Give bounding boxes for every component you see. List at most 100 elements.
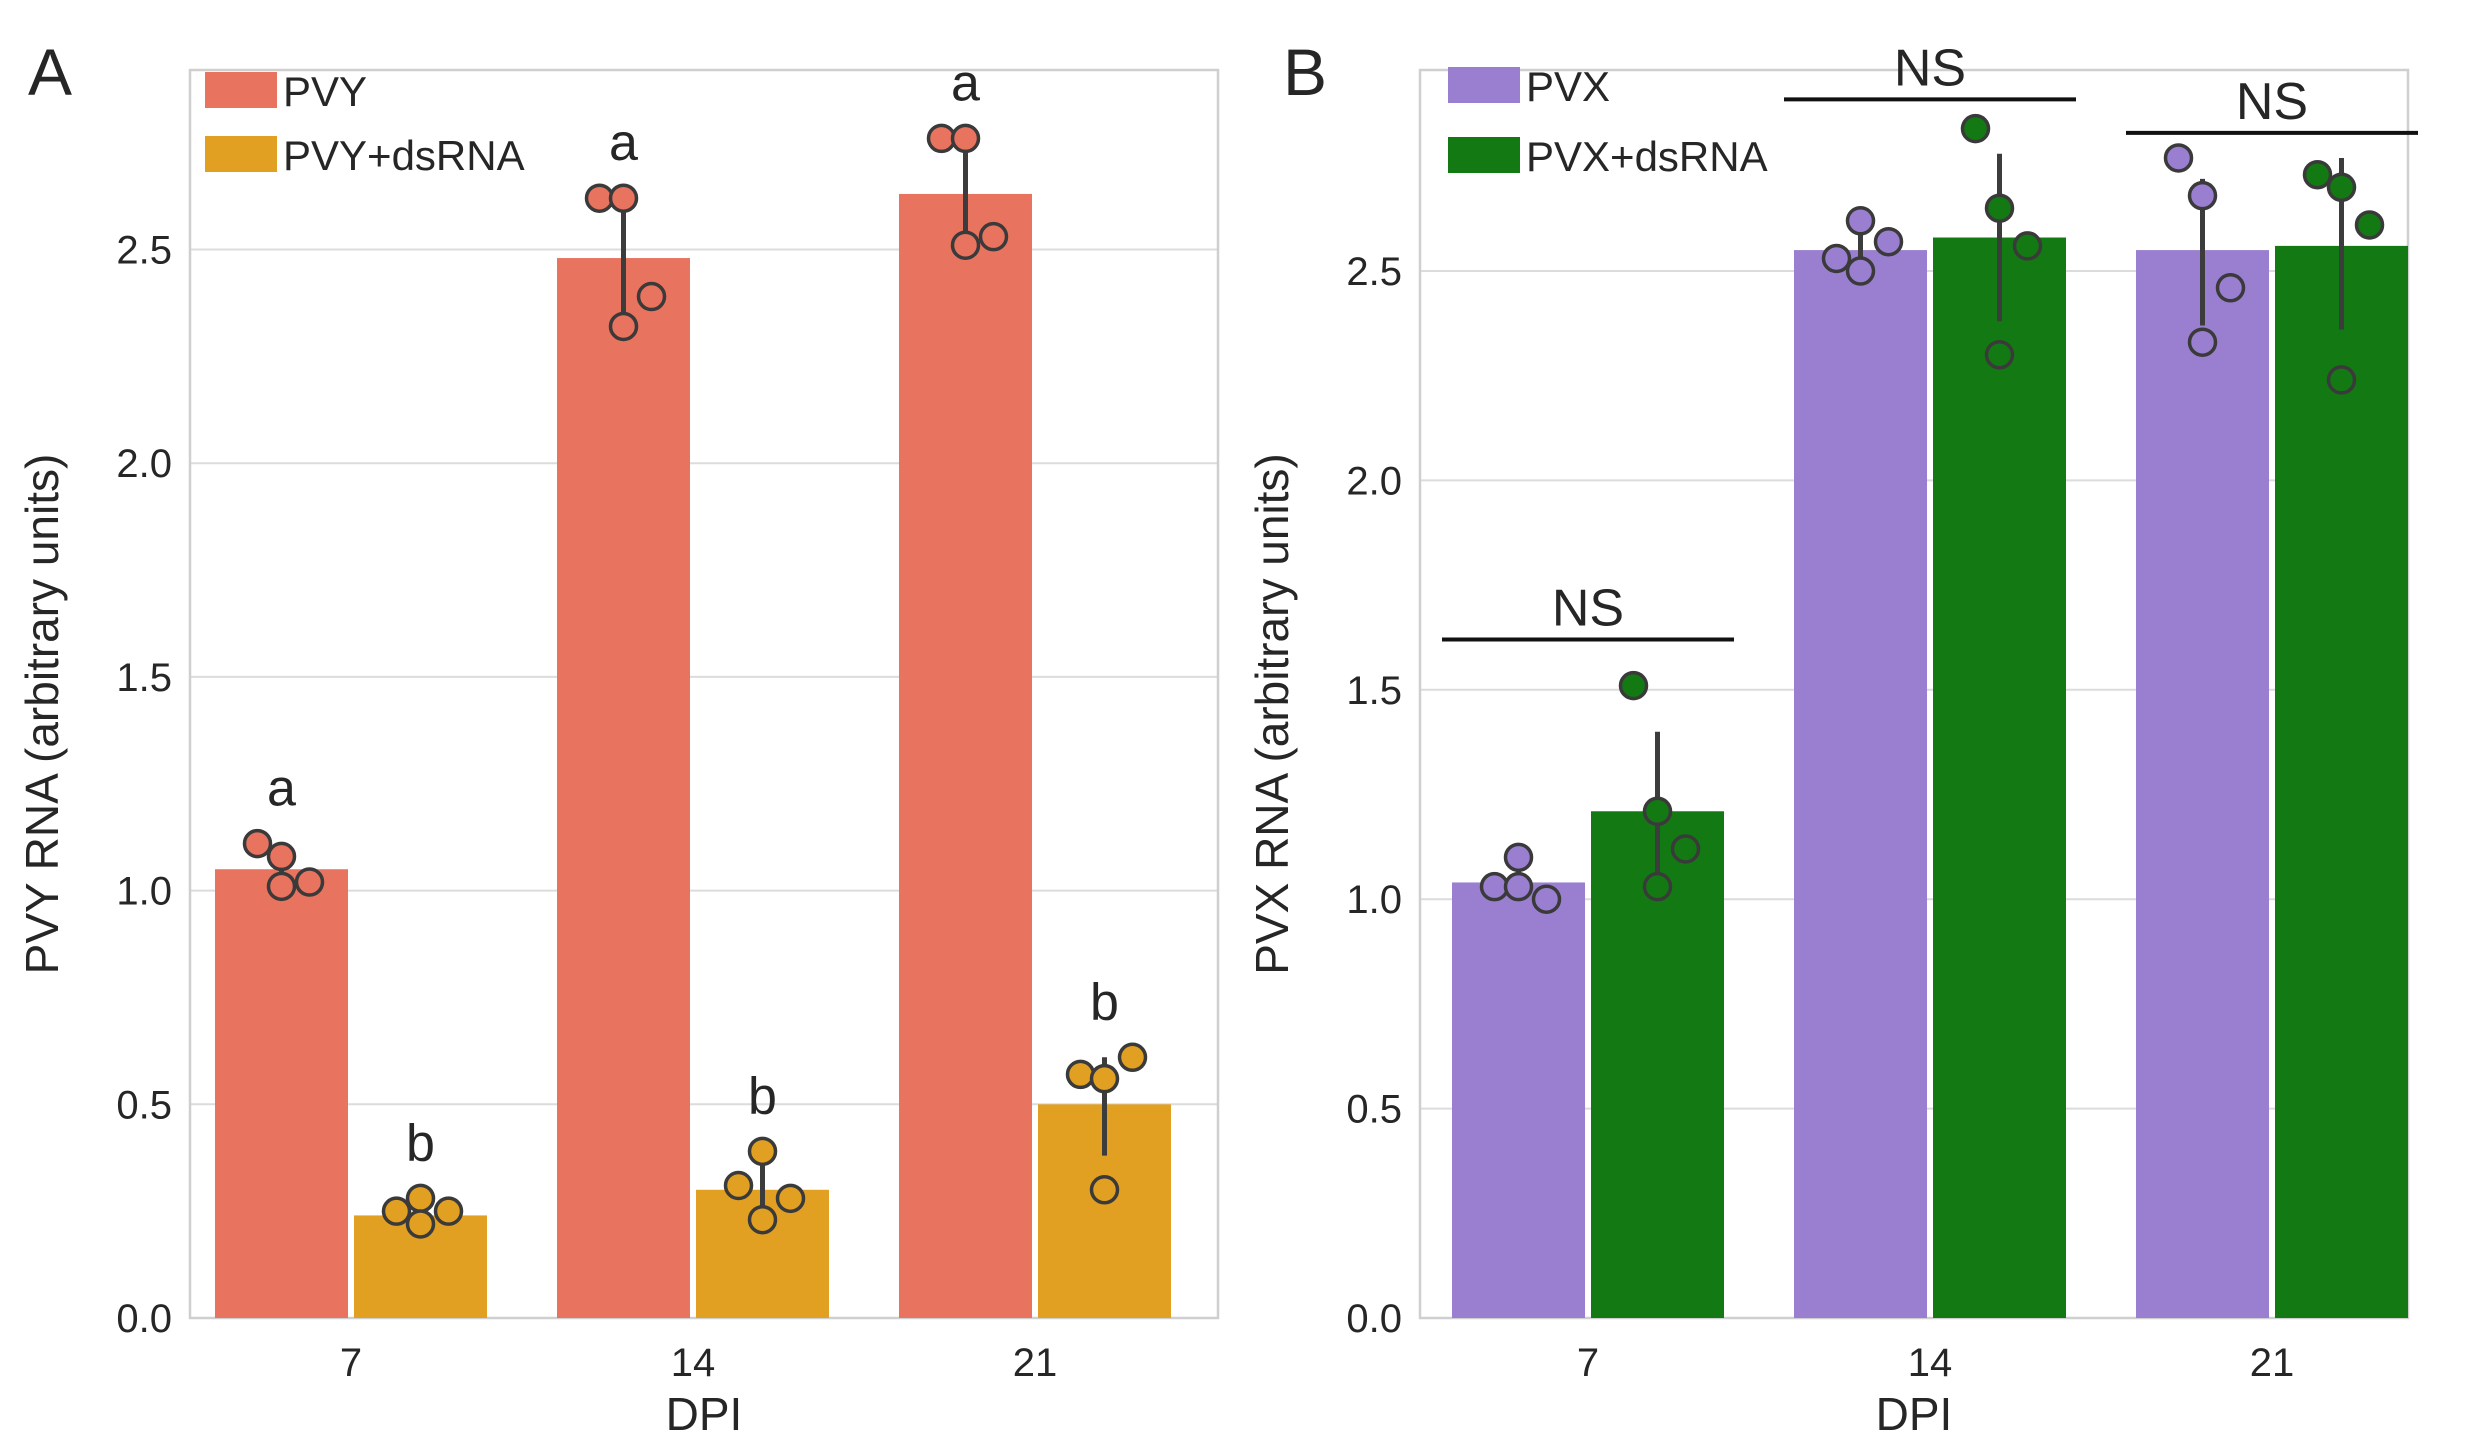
b-ns-label: NS [1552, 580, 1624, 638]
b-panel-letter: B [1283, 35, 1327, 109]
a-data-point [266, 871, 297, 902]
a-data-point [266, 841, 297, 872]
a-bar [557, 258, 690, 1318]
b-data-point [1642, 796, 1673, 827]
a-data-point [608, 311, 639, 342]
a-data-point [1089, 1175, 1120, 1205]
b-data-point [2326, 365, 2357, 395]
b-ytick-label: 2.5 [1346, 250, 1402, 294]
b-xtick-label: 7 [1577, 1341, 1599, 1385]
b-y-axis-title: PVX RNA (arbitrary units) [1246, 453, 1298, 974]
a-data-point [747, 1204, 778, 1235]
a-legend-swatch [205, 136, 277, 172]
b-data-point [1960, 113, 1991, 144]
b-bar [1933, 237, 2066, 1318]
b-legend-label: PVX+dsRNA [1526, 133, 1768, 180]
a-data-point [294, 867, 325, 897]
a-data-point [433, 1196, 464, 1226]
b-x-axis-title: DPI [1876, 1388, 1953, 1440]
b-xtick-label: 14 [1908, 1341, 1953, 1385]
b-ytick-label: 2.0 [1346, 459, 1402, 503]
b-data-point [2354, 210, 2385, 240]
b-ytick-label: 1.5 [1346, 669, 1402, 713]
a-data-point [381, 1196, 412, 1226]
a-xtick-label: 14 [671, 1341, 716, 1385]
a-data-point [405, 1183, 436, 1214]
b-data-point [1503, 842, 1534, 873]
a-data-point [405, 1209, 436, 1239]
b-data-point [1531, 884, 1562, 914]
b-legend-swatch [1448, 67, 1520, 103]
a-data-point [978, 221, 1009, 252]
a-x-axis-title: DPI [666, 1388, 743, 1440]
a-legend-swatch [205, 72, 277, 108]
a-data-point [636, 281, 667, 312]
a-ytick-label: 2.5 [116, 229, 172, 273]
b-ytick-label: 0.5 [1346, 1088, 1402, 1132]
b-data-point [1821, 243, 1852, 274]
b-data-point [1618, 670, 1649, 701]
a-significance-letter: b [1090, 973, 1119, 1031]
b-data-point [1642, 871, 1673, 902]
b-ytick-label: 0.0 [1346, 1297, 1402, 1341]
b-data-point [1984, 340, 2015, 370]
a-data-point [723, 1170, 754, 1201]
a-data-point [584, 183, 615, 213]
a-xtick-label: 21 [1013, 1341, 1058, 1385]
panel-b-chart: 0.0 0.5 1.0 1.5 2.0 2.5 7 14 21 NS NS NS DPI PVX RNA … [1246, 35, 2418, 1440]
b-data-point [2187, 327, 2218, 357]
a-data-point [950, 230, 981, 260]
b-data-point [1873, 226, 1904, 257]
b-data-point [2326, 172, 2357, 203]
a-y-axis-title: PVY RNA (arbitrary units) [16, 454, 68, 975]
b-bar [2275, 245, 2408, 1319]
a-ytick-label: 2.0 [116, 442, 172, 486]
a-data-point [1117, 1042, 1148, 1073]
b-data-point [1845, 256, 1876, 286]
b-bar [1794, 250, 1927, 1318]
a-significance-letter: a [609, 114, 638, 172]
a-ytick-label: 1.0 [116, 870, 172, 914]
a-ytick-label: 1.5 [116, 656, 172, 700]
a-data-point [775, 1183, 806, 1214]
a-panel-letter: A [28, 35, 72, 109]
b-data-point [1984, 193, 2015, 223]
a-data-point [1089, 1063, 1120, 1094]
b-data-point [2215, 273, 2246, 303]
a-significance-letter: b [406, 1114, 435, 1172]
a-ytick-label: 0.0 [116, 1297, 172, 1341]
a-significance-letter: a [951, 54, 980, 112]
a-ytick-label: 0.5 [116, 1083, 172, 1127]
a-legend-label: PVY+dsRNA [283, 132, 525, 179]
a-bar [215, 869, 348, 1318]
b-data-point [1479, 871, 1510, 902]
b-data-point [2163, 143, 2194, 173]
a-bar [899, 193, 1032, 1319]
a-legend-label: PVY [283, 68, 367, 115]
b-data-point [1845, 206, 1876, 236]
b-ns-label: NS [1894, 39, 1966, 97]
b-data-point [2012, 231, 2043, 261]
b-data-point [2302, 159, 2333, 190]
a-data-point [950, 123, 981, 154]
b-xtick-label: 21 [2250, 1341, 2295, 1385]
a-xtick-label: 7 [340, 1341, 362, 1385]
b-bar [1452, 882, 1585, 1318]
a-data-point [608, 183, 639, 213]
panel-a-chart: 0.0 0.5 1.0 1.5 2.0 2.5 a b 7 a b 14 a b 21 DPI PVY RNA … [16, 35, 1220, 1440]
b-ns-label: NS [2236, 73, 2308, 131]
b-bar [2136, 250, 2269, 1318]
a-data-point [926, 123, 957, 154]
b-legend-label: PVX [1526, 63, 1610, 110]
b-legend-swatch [1448, 137, 1520, 173]
b-data-point [1670, 834, 1701, 864]
a-significance-letter: b [748, 1067, 777, 1125]
b-data-point [2187, 180, 2218, 211]
a-data-point [242, 828, 273, 859]
a-significance-letter: a [267, 760, 296, 818]
a-data-point [1065, 1059, 1096, 1090]
b-ytick-label: 1.0 [1346, 878, 1402, 922]
b-data-point [1503, 871, 1534, 902]
a-data-point [747, 1136, 778, 1167]
